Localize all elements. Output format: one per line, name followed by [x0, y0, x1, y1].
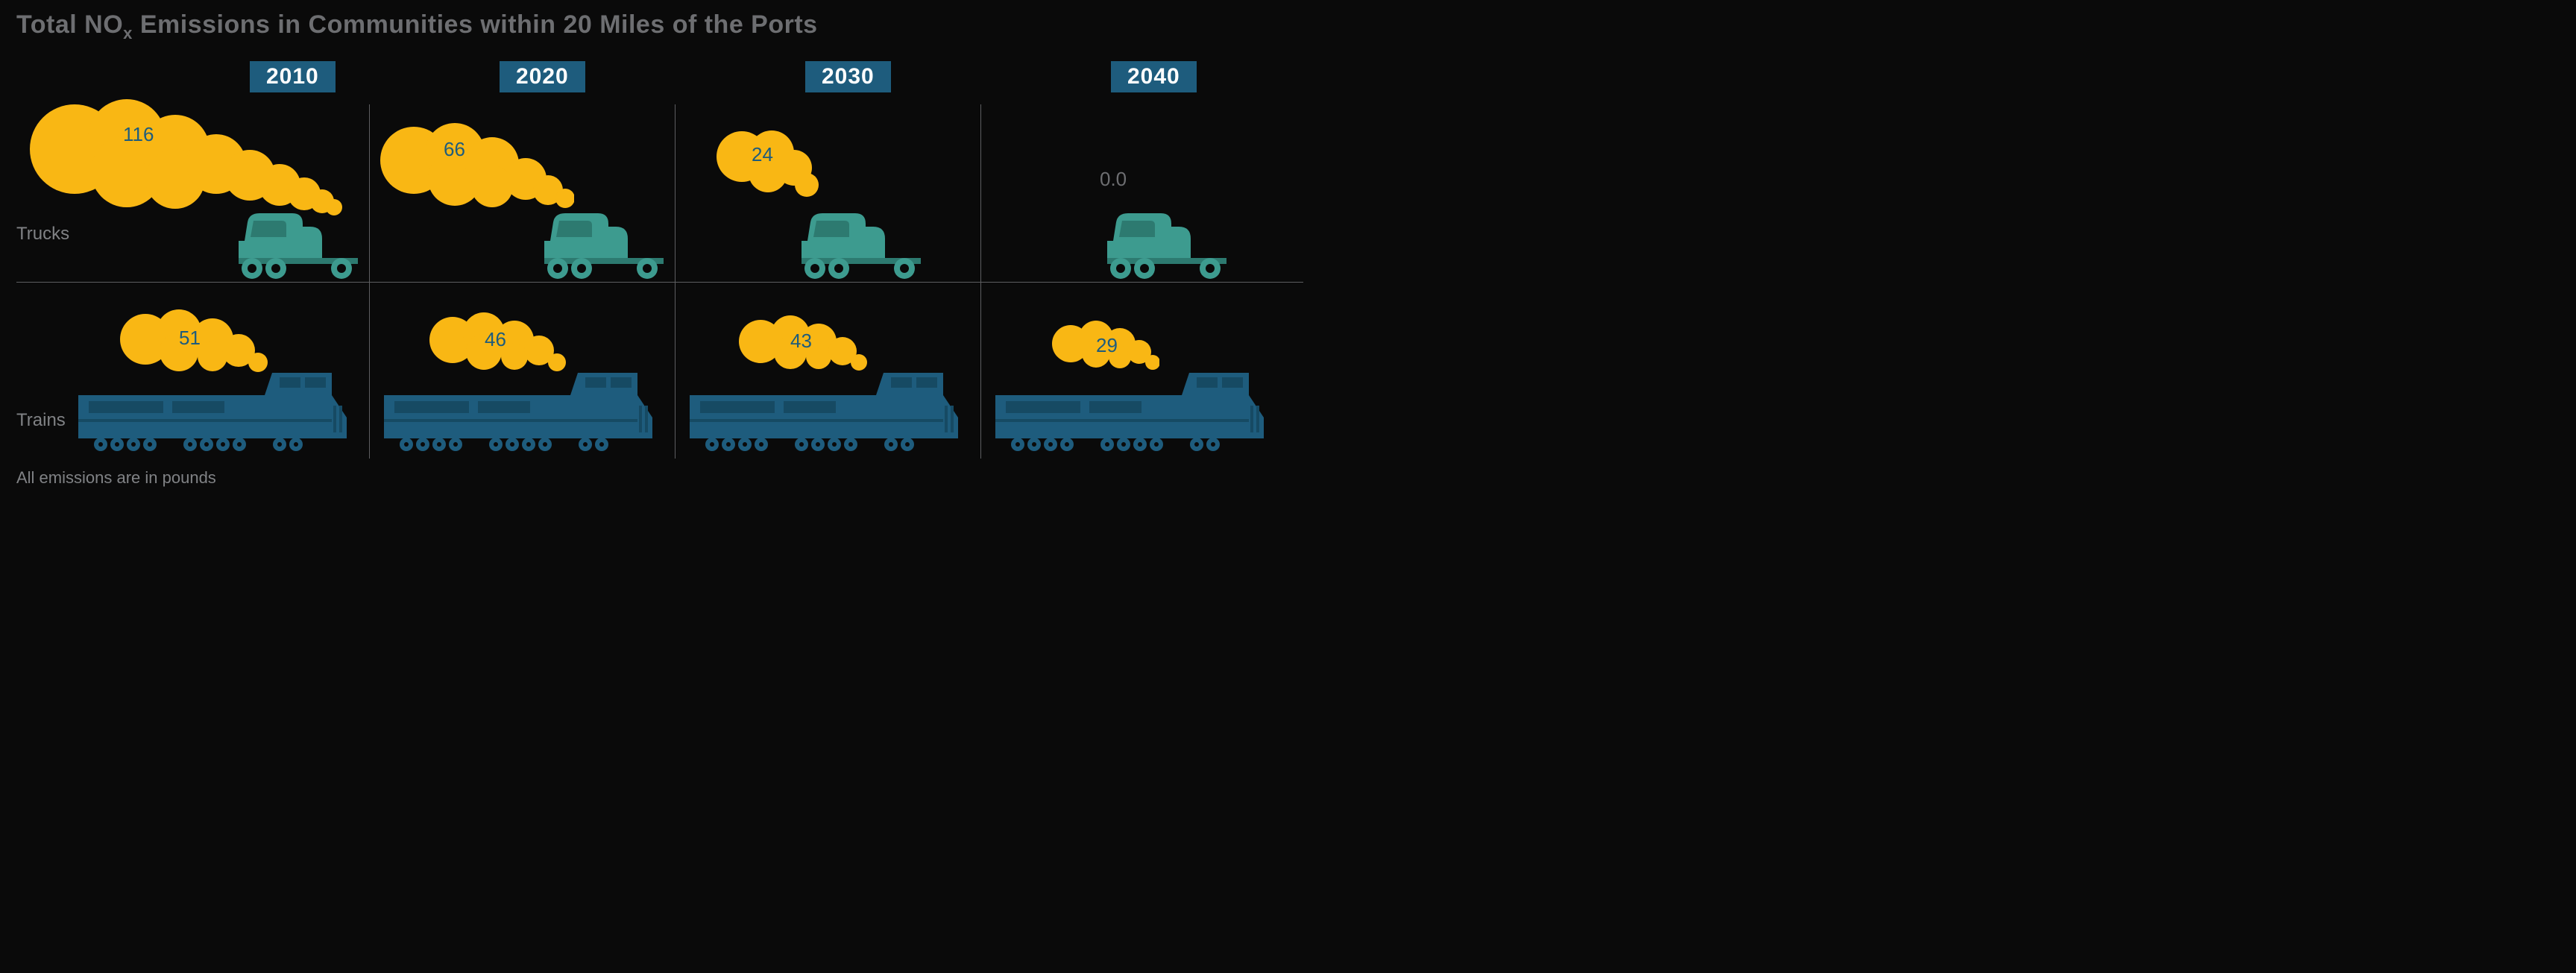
train-icon	[995, 373, 1275, 453]
truck-value-2030: 24	[752, 143, 773, 166]
train-value-2010: 51	[179, 327, 201, 350]
footnote: All emissions are in pounds	[16, 468, 216, 488]
smoke-cloud-icon	[380, 119, 574, 209]
year-badge-2010: 2010	[250, 61, 336, 92]
divider-vertical-2	[675, 104, 676, 459]
row-label-trains: Trains	[16, 410, 66, 431]
title-sub: x	[123, 24, 133, 42]
truck-value-2040: 0.0	[1100, 168, 1127, 191]
train-icon	[690, 373, 969, 453]
year-badge-2030: 2030	[805, 61, 891, 92]
title-suffix: Emissions in Communities within 20 Miles…	[133, 10, 818, 39]
truck-icon	[1107, 207, 1226, 280]
chart-title: Total NOx Emissions in Communities withi…	[16, 10, 818, 40]
truck-icon	[544, 207, 664, 280]
divider-vertical-1	[369, 104, 370, 459]
truck-icon	[802, 207, 921, 280]
truck-icon	[239, 207, 358, 280]
train-value-2020: 46	[485, 328, 506, 351]
truck-value-2010: 116	[123, 123, 154, 146]
train-value-2040: 29	[1096, 334, 1118, 357]
year-badge-2040: 2040	[1111, 61, 1197, 92]
truck-value-2020: 66	[444, 138, 465, 161]
divider-vertical-3	[980, 104, 981, 459]
train-icon	[78, 373, 358, 453]
divider-horizontal	[16, 282, 1303, 283]
train-value-2030: 43	[790, 330, 812, 353]
title-prefix: Total NO	[16, 10, 123, 39]
year-badge-2020: 2020	[500, 61, 585, 92]
smoke-cloud-icon	[30, 97, 343, 216]
row-label-trucks: Trucks	[16, 224, 69, 245]
train-icon	[384, 373, 664, 453]
